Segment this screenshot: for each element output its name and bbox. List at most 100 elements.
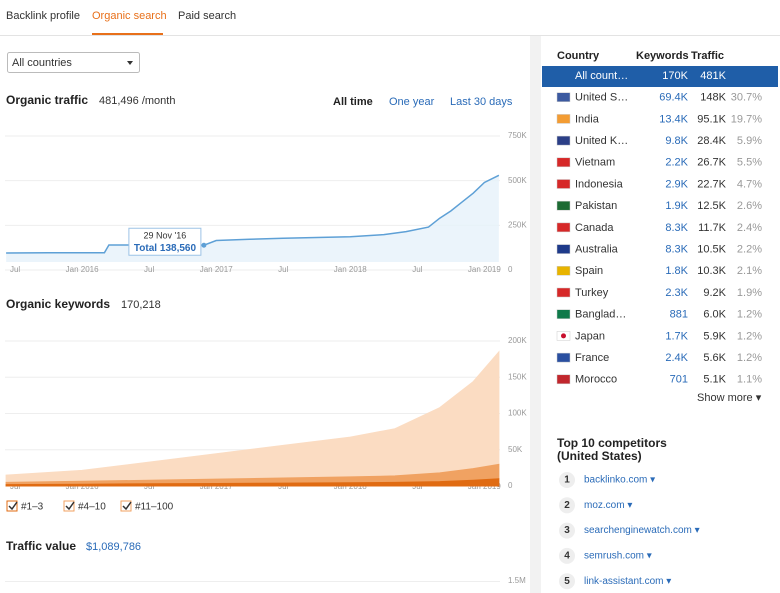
flag bbox=[556, 179, 571, 189]
competitor[interactable]: backlinko.com ▾ bbox=[584, 475, 655, 486]
column-header: Keywords bbox=[636, 50, 689, 62]
rank: 1 bbox=[564, 475, 570, 486]
country-keywords: 8.3K bbox=[665, 222, 688, 234]
rank-badge bbox=[559, 573, 575, 590]
dropdown-box bbox=[7, 52, 140, 73]
divider bbox=[530, 36, 541, 593]
competitor[interactable]: searchenginewatch.com ▾ bbox=[584, 525, 700, 536]
country-name[interactable]: Canada bbox=[575, 222, 614, 234]
x-tick-label: Jan 2016 bbox=[66, 265, 99, 274]
flag bbox=[556, 157, 571, 168]
country-name[interactable]: India bbox=[575, 113, 600, 125]
country-dropdown[interactable]: All countries bbox=[7, 52, 140, 73]
legend-checkbox[interactable] bbox=[63, 500, 75, 512]
country-traffic: 148K bbox=[700, 92, 726, 104]
country-share: 1.2% bbox=[737, 352, 762, 364]
y-tick-label: 250K bbox=[508, 220, 527, 229]
y-tick-label: 0 bbox=[508, 265, 513, 274]
range-button[interactable]: Last 30 days bbox=[450, 96, 513, 108]
y-tick-label: 750K bbox=[508, 131, 527, 140]
flag bbox=[556, 222, 571, 233]
tooltip-value: 138,560 bbox=[160, 243, 197, 254]
x-tick-label: Jan 2019 bbox=[468, 265, 501, 274]
x-tick-label: Jul bbox=[144, 482, 154, 491]
country-name[interactable]: Japan bbox=[575, 330, 605, 342]
legend-check bbox=[8, 501, 18, 511]
country-share: 1.2% bbox=[737, 330, 762, 342]
country-keywords: 9.8K bbox=[665, 135, 688, 147]
country-keywords: 170K bbox=[662, 70, 688, 82]
legend-label: #4–10 bbox=[78, 502, 106, 513]
tab[interactable]: Backlink profile bbox=[6, 10, 80, 22]
range-button[interactable]: All time bbox=[333, 96, 373, 108]
country-name[interactable]: Australia bbox=[575, 244, 619, 256]
country-name[interactable]: Vietnam bbox=[575, 157, 615, 169]
country-share: 19.7% bbox=[731, 113, 762, 125]
x-tick-label: Jul bbox=[278, 265, 288, 274]
country-name[interactable]: France bbox=[575, 352, 609, 364]
competitor[interactable]: semrush.com ▾ bbox=[584, 551, 652, 562]
competitor[interactable]: link-assistant.com ▾ bbox=[584, 576, 671, 587]
x-tick-label: Jan 2019 bbox=[468, 482, 501, 491]
country-name[interactable]: Banglad… bbox=[575, 309, 626, 321]
y-tick-label: 50K bbox=[508, 445, 523, 454]
flag-dot bbox=[561, 333, 566, 339]
y-tick-label: 200K bbox=[508, 336, 527, 345]
legend-checkbox[interactable] bbox=[120, 500, 132, 512]
tooltip-box bbox=[128, 227, 202, 256]
flag bbox=[556, 374, 571, 385]
country-traffic: 11.7K bbox=[698, 222, 727, 234]
country-traffic: 26.7K bbox=[697, 157, 726, 169]
competitors-title: Top 10 competitors bbox=[557, 436, 667, 450]
rank-badge bbox=[559, 472, 575, 488]
tab-active[interactable]: Organic search bbox=[92, 10, 167, 22]
country-keywords: 13.4K bbox=[659, 113, 688, 125]
rank: 4 bbox=[564, 551, 570, 562]
flag bbox=[556, 352, 571, 363]
flag bbox=[556, 287, 571, 298]
section-title: Organic keywords bbox=[6, 297, 110, 311]
section-value: $1,089,786 bbox=[86, 541, 141, 553]
country-name[interactable]: All count… bbox=[575, 70, 628, 82]
section-value: 481,496 /month bbox=[99, 95, 175, 107]
country-traffic: 5.1K bbox=[703, 374, 726, 386]
show-more[interactable]: Show more ▾ bbox=[697, 392, 762, 404]
country-name[interactable]: Spain bbox=[575, 265, 603, 277]
x-tick-label: Jan 2018 bbox=[334, 482, 367, 491]
rank-badge bbox=[559, 522, 575, 539]
tab[interactable]: Paid search bbox=[178, 10, 236, 22]
legend-checkbox[interactable] bbox=[6, 500, 18, 512]
country-keywords: 701 bbox=[670, 374, 688, 386]
flag bbox=[556, 200, 571, 211]
country-traffic: 5.9K bbox=[703, 330, 726, 342]
x-tick-label: Jan 2018 bbox=[334, 265, 367, 274]
country-traffic: 5.6K bbox=[703, 352, 726, 364]
country-traffic: 12.5K bbox=[697, 200, 726, 212]
section-title: Organic traffic bbox=[6, 93, 88, 107]
country-share: 2.4% bbox=[737, 222, 762, 234]
country-name[interactable]: Turkey bbox=[575, 287, 609, 299]
competitor[interactable]: moz.com ▾ bbox=[584, 500, 632, 511]
country-keywords: 881 bbox=[670, 309, 688, 321]
country-keywords: 1.7K bbox=[665, 330, 688, 342]
country-name[interactable]: Indonesia bbox=[575, 178, 624, 190]
country-name[interactable]: United S… bbox=[575, 92, 628, 104]
country-name[interactable]: Morocco bbox=[575, 374, 617, 386]
country-traffic: 22.7K bbox=[697, 178, 726, 190]
column-header: Traffic bbox=[691, 50, 724, 62]
x-tick-label: Jul bbox=[10, 265, 20, 274]
country-name[interactable]: Pakistan bbox=[575, 200, 617, 212]
range-button[interactable]: One year bbox=[389, 96, 435, 108]
country-share: 1.1% bbox=[737, 374, 762, 386]
x-tick-label: Jan 2016 bbox=[66, 482, 99, 491]
keyword-area bbox=[5, 478, 500, 487]
competitors-title: (United States) bbox=[557, 449, 642, 463]
flag bbox=[556, 309, 571, 319]
country-traffic: 10.3K bbox=[697, 265, 726, 277]
legend-check bbox=[122, 501, 132, 511]
country-share: 2.1% bbox=[737, 265, 762, 277]
country-traffic: 6.0K bbox=[703, 309, 726, 321]
tab-underline bbox=[92, 33, 163, 35]
country-name[interactable]: United K… bbox=[575, 135, 628, 147]
flag bbox=[556, 114, 571, 124]
